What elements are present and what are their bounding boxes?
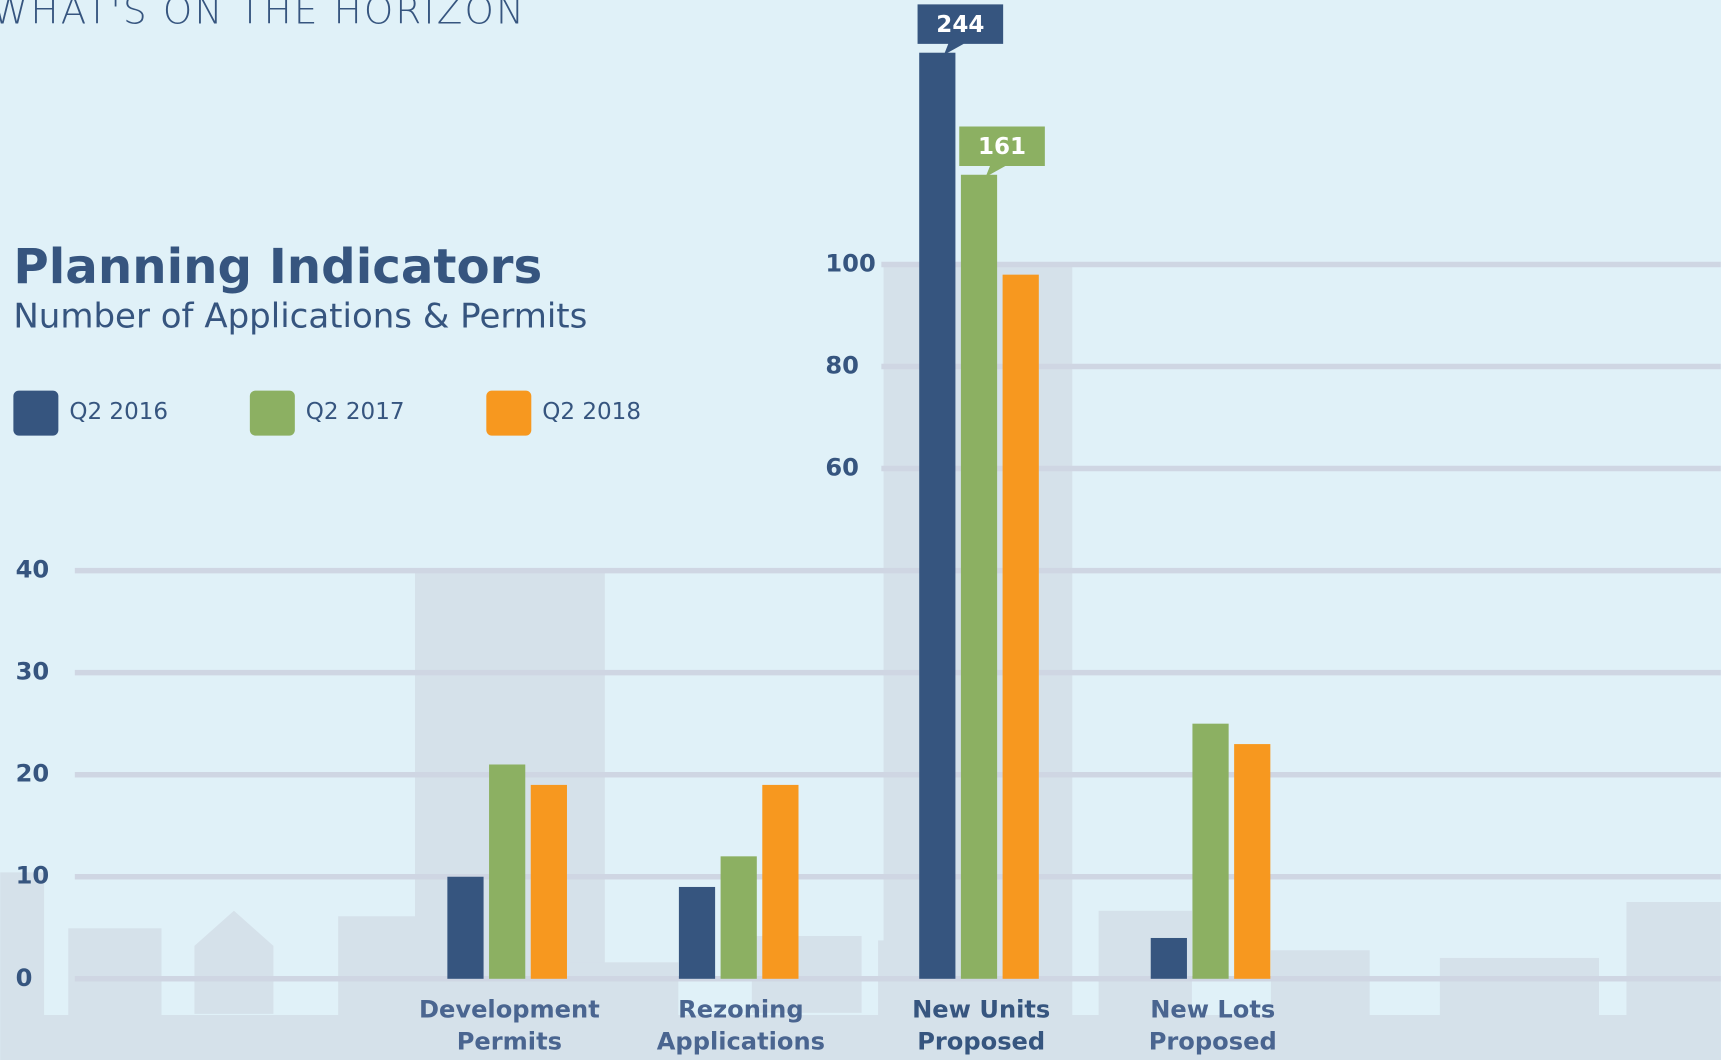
bar xyxy=(1151,938,1187,979)
page: WHAT'S ON THE HORIZON Planning Indicator… xyxy=(0,0,1721,1060)
page-header: WHAT'S ON THE HORIZON xyxy=(0,0,526,33)
legend-label: Q2 2018 xyxy=(542,399,641,425)
legend-swatch xyxy=(250,391,295,436)
bar xyxy=(1192,724,1228,979)
bar xyxy=(1234,744,1270,979)
data-label: 244 xyxy=(936,12,984,38)
y-tick-label: 60 xyxy=(825,454,859,482)
bar xyxy=(919,53,955,979)
legend-swatch xyxy=(486,391,531,436)
y-tick-label: 20 xyxy=(16,760,50,788)
y-tick-label: 10 xyxy=(16,862,50,890)
y-tick-label: 40 xyxy=(16,556,50,584)
bar xyxy=(762,785,798,979)
y-tick-label: 100 xyxy=(825,249,875,277)
background xyxy=(0,0,1721,1060)
bar xyxy=(447,877,483,979)
y-tick-label: 30 xyxy=(16,658,50,686)
bar xyxy=(679,887,715,979)
chart-title: Planning Indicators xyxy=(13,239,542,295)
bar xyxy=(489,764,525,978)
legend-label: Q2 2017 xyxy=(306,399,405,425)
bar xyxy=(961,175,997,979)
bar xyxy=(721,856,757,978)
legend-label: Q2 2016 xyxy=(69,399,168,425)
chart-subtitle: Number of Applications & Permits xyxy=(13,297,587,337)
legend-swatch xyxy=(13,391,58,436)
data-label: 161 xyxy=(978,134,1026,160)
chart: WHAT'S ON THE HORIZON Planning Indicator… xyxy=(0,0,1721,1060)
y-tick-label: 0 xyxy=(16,964,33,992)
bar xyxy=(531,785,567,979)
y-tick-label: 80 xyxy=(825,352,859,380)
bar xyxy=(1003,275,1039,979)
